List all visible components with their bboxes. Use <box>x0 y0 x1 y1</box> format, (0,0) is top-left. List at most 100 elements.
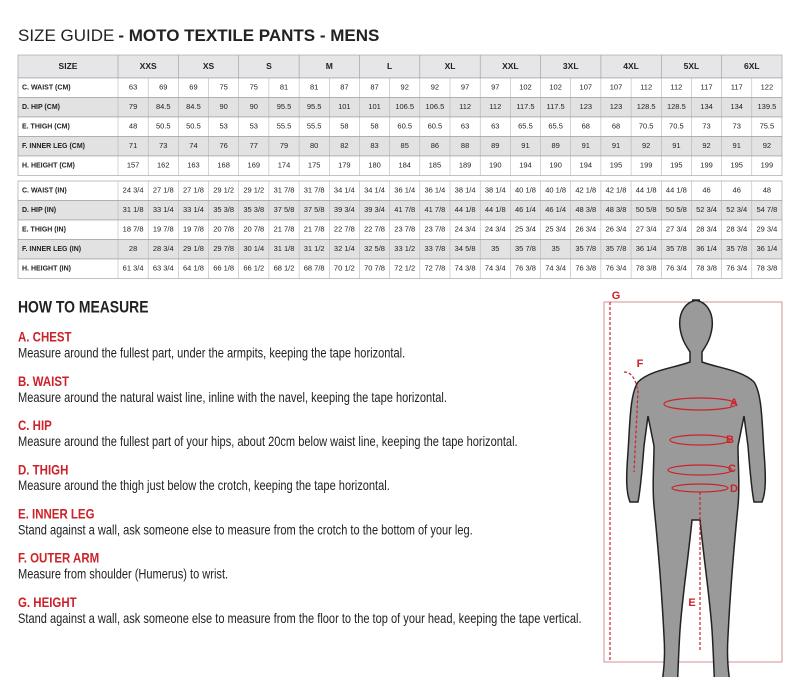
cell: 78 3/8 <box>636 264 657 273</box>
cell: 74 3/4 <box>485 264 506 273</box>
row-bg <box>17 155 783 176</box>
cell: 194 <box>580 161 593 170</box>
row-label: C. WAIST (IN) <box>22 188 67 195</box>
cell: 81 <box>280 83 288 92</box>
cell: 63 <box>491 122 499 131</box>
header-cell: XL <box>445 61 456 71</box>
cell: 19 7/8 <box>153 225 174 234</box>
cell: 46 1/4 <box>545 205 566 214</box>
cell: 87 <box>370 83 378 92</box>
measure-text: Measure around the thigh just below the … <box>18 478 390 493</box>
measure-text: Stand against a wall, ask someone else t… <box>18 611 582 626</box>
cell: 76 3/4 <box>666 264 687 273</box>
cell: 128.5 <box>667 102 686 111</box>
cell: 79 <box>129 102 137 111</box>
cell: 20 7/8 <box>243 225 264 234</box>
cell: 73 <box>702 122 710 131</box>
cell: 61 3/4 <box>123 264 144 273</box>
cell: 71 <box>129 141 137 150</box>
cell: 35 7/8 <box>515 244 536 253</box>
header-cell: S <box>266 61 272 71</box>
cell: 31 1/8 <box>123 205 144 214</box>
measure-heading: G. HEIGHT <box>18 594 77 610</box>
figure-label: A <box>730 397 738 409</box>
cell: 123 <box>610 102 623 111</box>
cell: 44 1/8 <box>485 205 506 214</box>
cell: 194 <box>519 161 532 170</box>
cell: 91 <box>582 141 590 150</box>
cell: 68 1/2 <box>274 264 295 273</box>
cell: 112 <box>640 83 652 92</box>
cell: 31 7/8 <box>274 186 295 195</box>
measure-heading: D. THIGH <box>18 461 68 477</box>
header-cell: XXL <box>502 61 519 71</box>
cell: 28 3/4 <box>726 225 747 234</box>
cell: 34 1/4 <box>364 186 385 195</box>
cell: 83 <box>370 141 378 150</box>
row-label: E. THIGH (IN) <box>22 227 66 234</box>
cell: 163 <box>187 161 200 170</box>
cell: 40 1/8 <box>545 186 566 195</box>
cell: 87 <box>340 83 348 92</box>
cell: 92 <box>702 141 710 150</box>
measure-lines <box>609 302 737 660</box>
cell: 35 <box>491 244 499 253</box>
cell: 46 <box>702 186 710 195</box>
cell: 117.5 <box>547 102 565 111</box>
cell: 69 <box>189 83 197 92</box>
cell: 107 <box>610 83 623 92</box>
cell: 36 1/4 <box>756 244 777 253</box>
cell: 90 <box>250 102 258 111</box>
header-cell: 3XL <box>563 61 579 71</box>
cell: 78 3/8 <box>756 264 777 273</box>
cell: 180 <box>368 161 381 170</box>
cell: 88 <box>461 141 469 150</box>
cell: 139.5 <box>758 102 777 111</box>
measure-text: Measure from shoulder (Humerus) to wrist… <box>18 567 228 582</box>
header-cell: SIZE <box>59 61 78 71</box>
cell: 44 1/8 <box>455 205 476 214</box>
cell: 28 <box>129 244 137 253</box>
cell: 92 <box>431 83 439 92</box>
cell: 169 <box>248 161 261 170</box>
title-bold: - MOTO TEXTILE PANTS - MENS <box>118 26 379 45</box>
cell: 70.5 <box>669 122 684 131</box>
cell: 22 7/8 <box>334 225 355 234</box>
cell: 32 1/4 <box>334 244 355 253</box>
figure-label: D <box>730 483 738 495</box>
cell: 168 <box>217 161 230 170</box>
cell: 55.5 <box>277 122 292 131</box>
cell: 21 7/8 <box>304 225 325 234</box>
cell: 53 <box>250 122 258 131</box>
cell: 50.5 <box>156 122 171 131</box>
cell: 73 <box>733 122 741 131</box>
cell: 37 5/8 <box>304 205 325 214</box>
cell: 112 <box>489 102 501 111</box>
cell: 82 <box>340 141 348 150</box>
cell: 84.5 <box>186 102 201 111</box>
row-label: F. INNER LEG (IN) <box>22 246 81 253</box>
cell: 35 7/8 <box>575 244 596 253</box>
cell: 80 <box>310 141 318 150</box>
row-label: H. HEIGHT (IN) <box>22 266 71 273</box>
cell: 25 3/4 <box>515 225 536 234</box>
cell: 69 <box>159 83 167 92</box>
cell: 76 3/8 <box>515 264 536 273</box>
cell: 60.5 <box>397 122 412 131</box>
cell: 23 7/8 <box>424 225 445 234</box>
cell: 97 <box>461 83 469 92</box>
figure-label: F <box>637 358 644 370</box>
cell: 60.5 <box>428 122 443 131</box>
cell: 36 1/4 <box>394 186 415 195</box>
cell: 35 3/8 <box>243 205 264 214</box>
cell: 50.5 <box>186 122 201 131</box>
cell: 78 3/8 <box>696 264 717 273</box>
cell: 33 7/8 <box>424 244 445 253</box>
cell: 38 1/4 <box>455 186 476 195</box>
cell: 48 <box>129 122 137 131</box>
cell: 117 <box>731 83 743 92</box>
row-label: E. THIGH (CM) <box>22 124 70 131</box>
cell: 106.5 <box>395 102 414 111</box>
